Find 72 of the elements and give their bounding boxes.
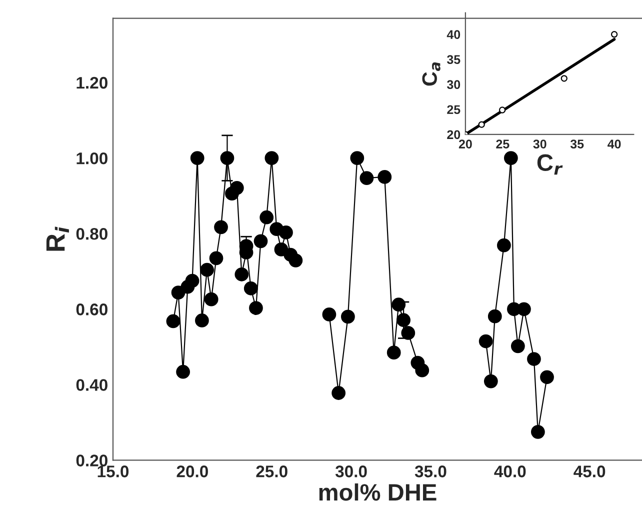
y-tick-label: 0.20 (76, 454, 108, 466)
point (488, 309, 502, 324)
y-tick-label: 25 (447, 105, 460, 114)
y-tick-label: 1.00 (76, 152, 108, 164)
point (510, 339, 525, 354)
y-tick-label: 30 (446, 80, 460, 90)
point (190, 151, 204, 166)
point (478, 334, 493, 348)
point (401, 326, 416, 340)
x-tick-label: 15.0 (98, 466, 129, 478)
y-tick-label: 0.40 (76, 379, 108, 391)
point (378, 170, 392, 184)
point (195, 314, 209, 328)
x-tick-label: 30 (533, 140, 546, 148)
point (254, 234, 268, 248)
point (209, 251, 224, 266)
point (610, 31, 618, 38)
point (540, 370, 554, 384)
y-tick-label: 1.20 (76, 76, 108, 89)
point (220, 151, 234, 166)
x-tick-label: 35 (570, 140, 584, 148)
point (350, 151, 364, 166)
point (396, 313, 410, 328)
point (360, 171, 374, 186)
point (498, 106, 506, 114)
x-tick-label: 30.0 (335, 466, 367, 478)
point (341, 310, 355, 324)
x-tick-label: 25 (496, 140, 510, 148)
point (560, 75, 568, 82)
point (171, 286, 186, 300)
y-tick-label: 0.60 (76, 304, 108, 316)
y-axis-title: R$_{i}$ (46, 226, 69, 251)
point (517, 302, 531, 316)
point (244, 281, 258, 296)
point (185, 274, 200, 288)
point (531, 424, 545, 439)
y-tick-label: 0.80 (76, 228, 108, 240)
y-tick-label: 20 (447, 130, 460, 140)
x-tick-label: 20.0 (176, 466, 208, 478)
point (260, 210, 274, 224)
point (234, 267, 249, 282)
point (279, 226, 293, 240)
y-axis-title: C$_{a}$ (422, 62, 440, 86)
point (322, 307, 336, 322)
point (166, 314, 180, 328)
point (176, 364, 190, 379)
point (200, 262, 214, 277)
point (204, 292, 218, 306)
x-axis-title: mol% DHE (319, 483, 436, 501)
y-tick-label: 40 (446, 30, 460, 39)
point (504, 151, 518, 166)
point (264, 151, 279, 166)
point (230, 180, 244, 195)
point (484, 374, 498, 388)
x-tick-label: 40 (608, 140, 621, 148)
point (497, 238, 511, 252)
point (478, 121, 485, 128)
x-axis-title: C$_{r}$ (537, 154, 563, 175)
point (392, 298, 406, 312)
point (386, 346, 401, 360)
x-tick-label: 20 (458, 140, 472, 148)
x-tick-label: 35.0 (414, 466, 446, 478)
y-tick-label: 35 (446, 55, 460, 64)
point (332, 386, 346, 400)
x-tick-label: 45.0 (574, 466, 606, 478)
point (214, 220, 228, 234)
point (288, 253, 303, 268)
point (415, 363, 430, 378)
point (249, 301, 263, 315)
x-tick-label: 25.0 (256, 466, 288, 478)
x-tick-label: 40.0 (494, 466, 526, 478)
point (527, 352, 541, 366)
